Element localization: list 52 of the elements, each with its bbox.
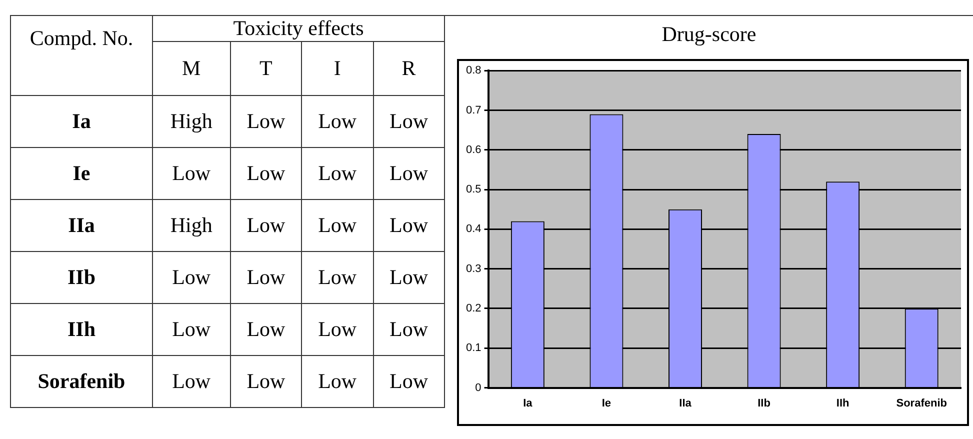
text: Low xyxy=(318,369,357,393)
y-tick-label: 0.4 xyxy=(466,223,482,236)
y-tick-label: 0.8 xyxy=(466,64,482,77)
category-label: R xyxy=(373,42,444,96)
category-label: Ie xyxy=(72,161,90,185)
category-label: Sorafenib xyxy=(38,369,126,393)
text: Low xyxy=(390,369,428,393)
text: Low xyxy=(318,265,357,289)
text: Low xyxy=(318,317,357,341)
text: Low xyxy=(390,265,428,289)
text: Low xyxy=(318,213,357,237)
text: Low xyxy=(172,317,211,341)
text: Low xyxy=(390,161,428,185)
y-tick-label: 0.2 xyxy=(466,302,482,315)
category-label: IIb xyxy=(67,265,96,289)
text: Low xyxy=(172,369,211,393)
text: Toxicity effects xyxy=(152,16,444,42)
category-label: IIh xyxy=(67,317,96,341)
text: Low xyxy=(318,109,357,133)
text: Low xyxy=(246,213,286,237)
chart-title: Drug-score xyxy=(660,22,758,47)
text: Low xyxy=(246,369,286,393)
x-tick-label: IIa xyxy=(679,397,692,410)
x-tick-label: IIh xyxy=(836,397,850,410)
text: Compd. No. xyxy=(10,16,152,96)
text: Low xyxy=(172,265,211,289)
text: Low xyxy=(318,161,357,185)
y-tick-label: 0.6 xyxy=(466,144,482,156)
text: Low xyxy=(390,213,428,237)
y-tick-label: 0.5 xyxy=(466,184,482,196)
y-tick-label: 0 xyxy=(475,382,482,394)
text: Low xyxy=(390,317,428,341)
x-tick-label: Sorafenib xyxy=(896,397,948,410)
y-tick-label: 0.7 xyxy=(466,104,482,116)
category-label: Ia xyxy=(72,109,91,133)
text: Low xyxy=(172,161,211,185)
category-label: I xyxy=(302,42,374,96)
x-tick-label: Ia xyxy=(523,397,534,410)
category-label: M xyxy=(152,42,230,96)
x-tick-label: Ie xyxy=(602,397,612,410)
text: Low xyxy=(390,109,428,133)
text: High xyxy=(170,213,212,237)
text: Low xyxy=(246,265,286,289)
text: High xyxy=(170,109,212,133)
y-tick-label: 0.1 xyxy=(466,342,482,354)
text: Low xyxy=(246,161,286,185)
y-tick-label: 0.3 xyxy=(466,262,482,275)
x-tick-label: IIb xyxy=(758,397,771,410)
category-label: T xyxy=(230,42,302,96)
text: Low xyxy=(246,317,286,341)
text: Low xyxy=(246,109,286,133)
category-label: IIa xyxy=(68,213,95,237)
